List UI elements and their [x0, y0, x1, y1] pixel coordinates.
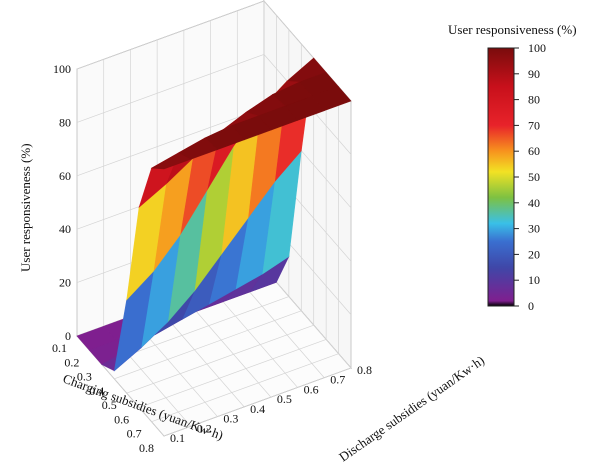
colorbar-tick-label: 100 [528, 41, 546, 55]
floor-gridline-x [126, 324, 314, 394]
colorbar-tick-label: 70 [528, 118, 540, 132]
colorbar-tick-label: 60 [528, 144, 540, 158]
z-tick-label: 80 [59, 115, 71, 129]
z-tick-label: 60 [59, 169, 71, 183]
colorbar-gradient [487, 47, 515, 307]
colorbar-tick-label: 80 [528, 93, 540, 107]
y-tick-label: 0.1 [170, 431, 185, 445]
colorbar-title: User responsiveness (%) [448, 22, 577, 37]
wall-gridline-z [76, 53, 352, 155]
floor-gridline-y [210, 287, 298, 388]
z-tick-label: 0 [65, 329, 71, 343]
floor-gridline-x [163, 367, 352, 437]
floor-gridline-x [151, 353, 339, 423]
y-tick-label: 0.6 [304, 382, 319, 396]
y-tick-label: 0.5 [277, 392, 292, 406]
floor-gridline-y [183, 296, 272, 398]
y-tick-label: 0.8 [357, 363, 372, 377]
x-tick-label: 0.4 [89, 384, 104, 398]
y-tick-label: 0.3 [223, 412, 238, 426]
y-tick-label: 0.4 [250, 402, 265, 416]
colorbar-tick-label: 20 [528, 247, 540, 261]
floor-gridline-y [237, 277, 325, 378]
z-tick-label: 20 [59, 276, 71, 290]
colorbar-tick-label: 50 [528, 170, 540, 184]
colorbar-tick-label: 90 [528, 67, 540, 81]
x-tick-label: 0.8 [139, 441, 154, 455]
colorbar: 0 10 20 30 40 50 60 70 80 90 100 User responsivene… [448, 22, 577, 313]
colorbar-ticks: 0 10 20 30 40 50 60 70 80 90 100 [514, 41, 546, 313]
z-tick-label: 40 [59, 222, 71, 236]
floor-gridline-x [114, 310, 302, 380]
y-tick-label: 0.2 [197, 421, 212, 435]
colorbar-tick-label: 10 [528, 273, 540, 287]
colorbar-tick-label: 30 [528, 222, 540, 236]
z-axis-label: User responsiveness (%) [18, 143, 33, 272]
colorbar-tick-label: 0 [528, 299, 534, 313]
x-tick-label: 0.3 [77, 370, 92, 384]
surface-mesh [76, 57, 352, 372]
x-tick-label: 0.7 [127, 427, 142, 441]
x-tick-label: 0.6 [114, 412, 129, 426]
floor-gridline-x [139, 339, 327, 408]
y-tick-label: 0.7 [330, 373, 345, 387]
x-tick-label: 0.2 [64, 355, 79, 369]
surface-patch [150, 152, 192, 170]
x-tick-label: 0.5 [102, 398, 117, 412]
colorbar-tick-label: 40 [528, 196, 540, 210]
z-tick-label: 100 [53, 62, 71, 76]
x-tick-label: 0.1 [52, 341, 67, 355]
axis-ticks: 0.10.20.30.40.50.60.70.80.10.20.30.40.50… [52, 62, 372, 455]
